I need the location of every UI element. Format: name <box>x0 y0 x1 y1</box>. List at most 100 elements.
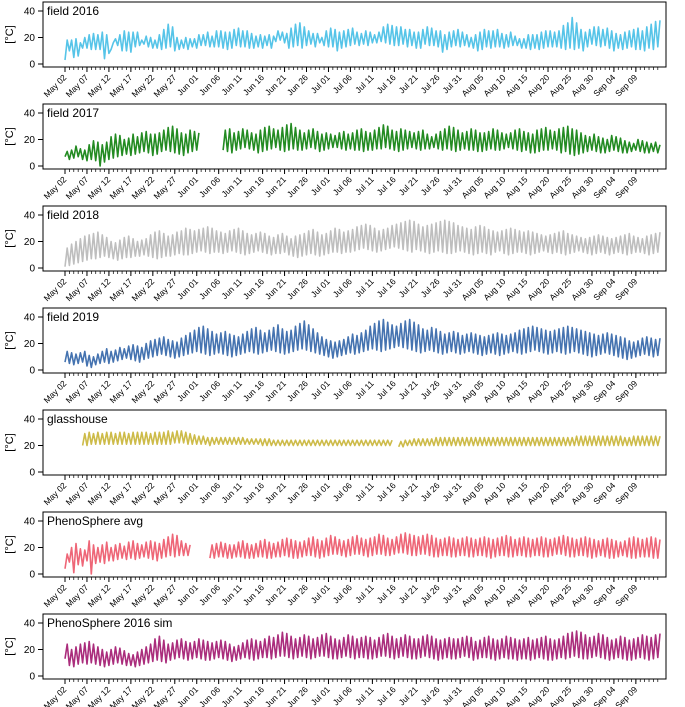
x-tick-label: Jun 11 <box>219 684 244 707</box>
series-line <box>397 435 661 448</box>
x-tick-label: Jul 01 <box>309 72 332 95</box>
x-tick-label: May 27 <box>151 72 178 99</box>
x-tick-label: Jul 16 <box>375 72 398 95</box>
series-line <box>64 318 661 369</box>
panel-title: field 2017 <box>47 106 99 120</box>
x-tick-label: Sep 09 <box>613 72 639 98</box>
x-tick-label: Jul 26 <box>419 684 442 707</box>
x-tick-label: Jun 26 <box>285 276 310 301</box>
x-tick-label: Aug 15 <box>503 480 529 506</box>
x-tick-label: Jul 26 <box>419 480 442 503</box>
x-tick-label: Jul 16 <box>375 276 398 299</box>
x-tick-label: Sep 04 <box>591 480 617 506</box>
x-tick-label: Jul 11 <box>353 582 376 605</box>
y-tick-label: 0 <box>29 264 35 275</box>
x-tick-label: Aug 30 <box>569 582 595 608</box>
y-axis-label: [°C] <box>4 25 16 43</box>
x-tick-label: May 17 <box>107 480 134 507</box>
y-tick-label: 0 <box>29 366 35 377</box>
x-tick-label: Aug 05 <box>459 72 485 98</box>
x-tick-label: Jul 16 <box>375 582 398 605</box>
y-tick-label: 0 <box>29 60 35 71</box>
x-tick-label: Jun 06 <box>197 582 222 607</box>
x-tick-label: May 22 <box>129 480 156 507</box>
x-tick-label: Jun 26 <box>285 480 310 505</box>
x-tick-label: Jul 06 <box>331 582 354 605</box>
y-tick-label: 40 <box>24 313 36 324</box>
x-tick-label: Jun 16 <box>241 72 266 97</box>
y-tick-label: 40 <box>24 7 36 18</box>
y-tick-label: 40 <box>24 211 36 222</box>
x-tick-label: Jun 11 <box>219 174 244 199</box>
y-tick-label: 20 <box>24 645 36 656</box>
x-tick-label: Aug 10 <box>481 276 507 302</box>
x-tick-label: Aug 25 <box>547 378 573 404</box>
x-tick-label: Jun 01 <box>175 684 200 707</box>
panel-title: field 2019 <box>47 310 99 324</box>
x-tick-label: Jul 26 <box>419 276 442 299</box>
x-tick-label: Jun 21 <box>263 276 288 301</box>
x-tick-label: May 22 <box>129 72 156 99</box>
y-axis-label: [°C] <box>4 229 16 247</box>
panel-title: PhenoSphere 2016 sim <box>47 616 172 630</box>
x-tick-label: Aug 15 <box>503 378 529 404</box>
x-tick-label: Jul 16 <box>375 378 398 401</box>
x-tick-label: Jun 01 <box>175 582 200 607</box>
x-tick-label: Jul 06 <box>331 684 354 707</box>
x-tick-label: Jul 26 <box>419 174 442 197</box>
x-tick-label: Jun 01 <box>175 480 200 505</box>
x-tick-label: Jul 11 <box>353 174 376 197</box>
x-tick-label: Aug 20 <box>525 582 551 608</box>
x-tick-label: Jun 06 <box>197 72 222 97</box>
x-tick-label: Jul 21 <box>397 582 420 605</box>
x-tick-label: Aug 25 <box>547 174 573 200</box>
x-tick-label: Aug 25 <box>547 276 573 302</box>
x-tick-label: Jun 01 <box>175 378 200 403</box>
x-tick-label: Aug 20 <box>525 72 551 98</box>
x-tick-label: Sep 09 <box>613 378 639 404</box>
x-tick-label: Jul 11 <box>353 378 376 401</box>
x-tick-label: May 17 <box>107 378 134 405</box>
x-tick-label: Jul 26 <box>419 378 442 401</box>
x-tick-label: May 02 <box>42 174 69 201</box>
x-tick-label: Aug 05 <box>459 378 485 404</box>
panel-title: glasshouse <box>47 412 108 426</box>
x-tick-label: Jun 21 <box>263 72 288 97</box>
x-tick-label: Sep 09 <box>613 276 639 302</box>
x-tick-label: May 27 <box>151 174 178 201</box>
x-tick-label: May 02 <box>42 582 69 609</box>
x-tick-label: Jul 06 <box>331 378 354 401</box>
x-tick-label: Jul 01 <box>309 174 332 197</box>
x-tick-label: Jul 21 <box>397 72 420 95</box>
x-tick-label: May 27 <box>151 582 178 609</box>
x-tick-label: Jul 21 <box>397 684 420 707</box>
y-tick-label: 0 <box>29 162 35 173</box>
x-tick-label: May 22 <box>129 582 156 609</box>
x-tick-label: May 07 <box>64 480 91 507</box>
x-tick-label: Jun 01 <box>175 72 200 97</box>
x-tick-label: Aug 05 <box>459 276 485 302</box>
x-tick-label: Jun 26 <box>285 378 310 403</box>
x-tick-label: Jul 06 <box>331 72 354 95</box>
x-tick-label: May 27 <box>151 378 178 405</box>
y-tick-label: 20 <box>24 33 36 44</box>
x-tick-label: Jul 16 <box>375 174 398 197</box>
x-tick-label: May 12 <box>86 72 113 99</box>
series-line <box>64 16 661 61</box>
x-tick-label: Jun 26 <box>285 174 310 199</box>
x-tick-label: Jul 26 <box>419 72 442 95</box>
y-tick-label: 40 <box>24 619 36 630</box>
x-tick-label: May 22 <box>129 378 156 405</box>
x-tick-label: Jul 01 <box>309 378 332 401</box>
x-tick-label: Jul 11 <box>353 480 376 503</box>
x-tick-label: Jul 01 <box>309 480 332 503</box>
x-tick-label: May 17 <box>107 174 134 201</box>
y-axis-label: [°C] <box>4 331 16 349</box>
y-tick-label: 0 <box>29 468 35 479</box>
x-tick-label: Jul 01 <box>309 276 332 299</box>
x-tick-label: Jul 16 <box>375 480 398 503</box>
x-tick-label: Jun 11 <box>219 480 244 505</box>
x-tick-label: Jun 11 <box>219 582 244 607</box>
